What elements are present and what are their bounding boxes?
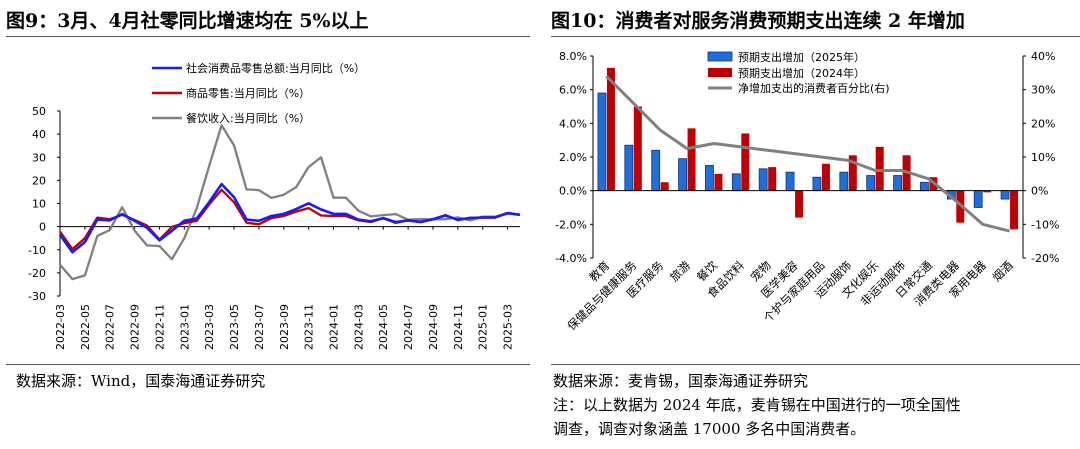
- category-label: 烟酒: [990, 258, 1016, 284]
- x-tick-label: 2025-03: [502, 304, 515, 350]
- y-right-tick-label: 10%: [1031, 151, 1055, 164]
- bar-2025: [893, 175, 902, 192]
- x-tick-label: 2022-11: [153, 304, 166, 350]
- y-right-tick-label: 0%: [1031, 185, 1048, 198]
- bar-2025: [624, 144, 634, 192]
- y-tick-label: -2.0%: [555, 218, 587, 231]
- bar-2024: [983, 190, 992, 193]
- x-tick-label: 2023-03: [203, 304, 216, 350]
- x-tick-label: 2023-09: [278, 304, 291, 350]
- bar-2024: [821, 163, 830, 191]
- bar-2025: [1000, 190, 1010, 200]
- right-bottom-rule: [551, 364, 1080, 365]
- y-tick-label: 6.0%: [559, 84, 587, 97]
- category-label: 旅游: [667, 258, 694, 285]
- right-note-line1: 注：以上数据为 2024 年底，麦肯锡在中国进行的一项全国性: [553, 396, 961, 414]
- x-tick-label: 2024-05: [377, 304, 390, 350]
- legend-swatch-2024: [708, 68, 732, 77]
- x-tick-label: 2023-01: [178, 304, 191, 350]
- bar-2025: [920, 181, 929, 192]
- bar-2024: [795, 190, 804, 218]
- y-right-tick-label: 20%: [1031, 117, 1055, 130]
- x-tick-label: 2023-07: [253, 304, 266, 350]
- y-tick-label: -4.0%: [555, 252, 587, 265]
- right-bar-chart: -4.0% -2.0% 0.0% 2.0% 4.0% 6.0% 8.0% -20% -10% 0%…: [555, 50, 1059, 333]
- bar-2025: [785, 171, 795, 192]
- legend-label-net: 净增加支出的消费者百分比(右): [738, 81, 890, 95]
- y-tick-label: -30: [28, 290, 46, 303]
- y-tick-label: -20: [28, 267, 46, 280]
- right-title-rule: [551, 36, 1080, 37]
- y-tick-label: -10: [28, 244, 46, 257]
- bar-2025: [973, 190, 983, 208]
- right-source: 数据来源：麦肯锡，国泰海通证券研究: [553, 372, 809, 390]
- left-bottom-rule: [6, 364, 530, 365]
- bar-2024: [1010, 190, 1019, 230]
- y-tick-label: 0.0%: [559, 185, 587, 198]
- y-tick-label: 30: [32, 151, 46, 164]
- x-tick-label: 2024-07: [402, 304, 415, 350]
- x-tick-label: 2023-05: [228, 304, 241, 350]
- y-tick-label: 40: [32, 128, 46, 141]
- bar-2025: [758, 168, 768, 192]
- bar-2024: [848, 155, 857, 191]
- x-tick-label: 2025-01: [477, 304, 490, 350]
- bar-2025: [866, 175, 876, 192]
- legend-label-0: 社会消费品零售总额:当月同比（%）: [186, 61, 365, 75]
- legend-label-2: 餐饮收入:当月同比（%）: [186, 111, 310, 125]
- bar-2025: [839, 171, 849, 192]
- left-source: 数据来源：Wind，国泰海通证券研究: [16, 372, 266, 390]
- bar-2024: [633, 106, 642, 191]
- x-tick-label: 2022-05: [79, 304, 92, 350]
- bar-2025: [597, 92, 607, 192]
- bar-2025: [678, 158, 687, 192]
- bar-2024: [875, 146, 884, 191]
- net-increase-line: [605, 75, 1010, 233]
- legend-swatch-2025: [707, 51, 733, 62]
- x-tick-label: 2023-11: [303, 304, 316, 350]
- y-tick-label: 50: [32, 105, 46, 118]
- y-tick-label: 0: [39, 221, 46, 234]
- y-right-tick-label: 40%: [1031, 50, 1055, 63]
- right-note-line2: 调查，调查对象涵盖 17000 多名中国消费者。: [553, 420, 866, 438]
- x-tick-label: 2024-03: [352, 304, 365, 350]
- bar-2025: [651, 149, 661, 192]
- y-right-tick-label: -10%: [1031, 218, 1059, 231]
- x-tick-label: 2024-01: [328, 304, 341, 350]
- series-line-0: [58, 182, 521, 254]
- bar-2024: [714, 173, 723, 191]
- x-tick-label: 2022-09: [129, 304, 142, 350]
- left-title-rule: [6, 36, 530, 37]
- y-tick-label: 10: [32, 198, 46, 211]
- x-tick-label: 2022-07: [104, 304, 117, 350]
- legend-label-2025: 预期支出增加（2025年）: [738, 50, 865, 64]
- right-chart-title: 图10：消费者对服务消费预期支出连续 2 年增加: [551, 10, 965, 32]
- left-line-chart: -30 -20 -10 0 10 20 30 40 50 2022-03 2022-05 2022-0…: [28, 61, 521, 350]
- bar-2024: [606, 67, 615, 191]
- legend-label-2024: 预期支出增加（2024年）: [738, 66, 865, 80]
- y-tick-label: 4.0%: [559, 117, 587, 130]
- bar-2024: [660, 182, 669, 191]
- y-tick-label: 8.0%: [559, 50, 587, 63]
- x-tick-label: 2022-03: [54, 304, 67, 350]
- x-tick-label: 2024-09: [427, 304, 440, 350]
- bar-2024: [768, 167, 777, 191]
- x-tick-label: 2024-11: [452, 304, 465, 350]
- series-line-2: [59, 124, 521, 281]
- bar-2025: [812, 176, 822, 192]
- legend-label-1: 商品零售:当月同比（%）: [186, 86, 310, 100]
- left-chart-title: 图9：3月、4月社零同比增速均在 5%以上: [6, 10, 369, 32]
- bar-2025: [705, 165, 714, 192]
- y-right-tick-label: -20%: [1031, 252, 1059, 265]
- bar-2024: [741, 133, 750, 191]
- bar-2025: [731, 173, 741, 192]
- y-tick-label: 20: [32, 174, 46, 187]
- y-right-tick-label: 30%: [1031, 84, 1055, 97]
- y-tick-label: 2.0%: [559, 151, 587, 164]
- bar-2024: [687, 128, 696, 191]
